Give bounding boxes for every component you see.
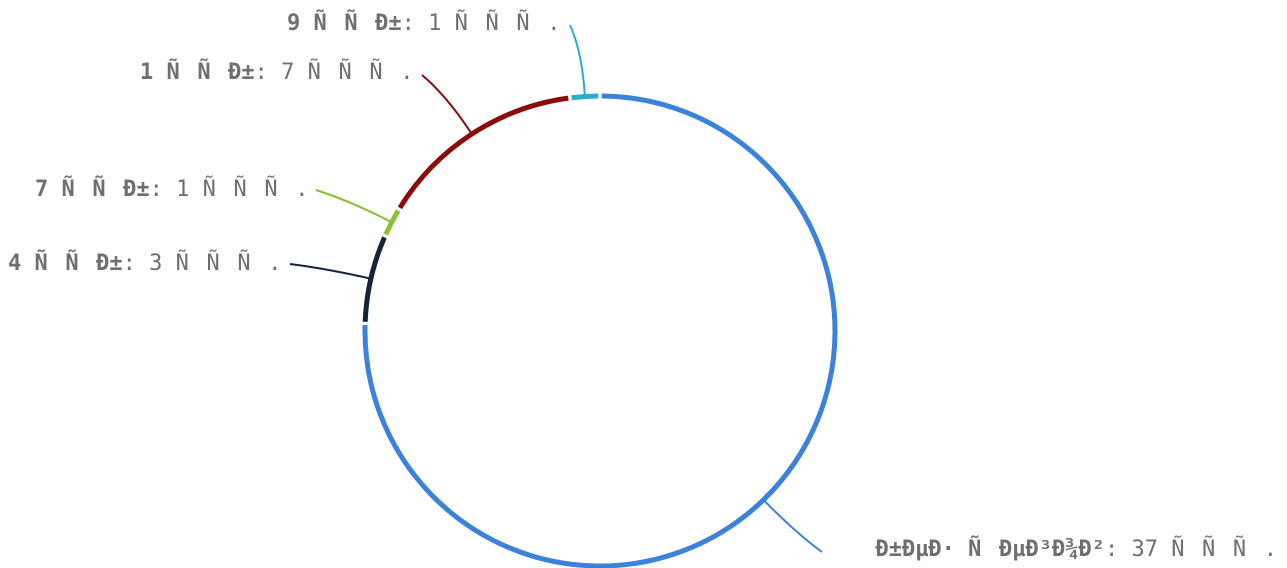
slice-label-value: : 37 ÑÑÑ. [1105, 535, 1277, 562]
slice-label-category: Ð±ÐµÐ· ÑÐµÐ³Ð¾Ð² [875, 536, 1105, 562]
slice-label-3: 1 ÑÑÐ±: 7 ÑÑÑ. [140, 58, 413, 85]
leader-line-0 [762, 499, 823, 553]
leader-line-4 [569, 24, 586, 97]
pie-slice-3 [397, 95, 569, 210]
leader-line-2 [315, 189, 393, 224]
slice-label-category: 4 ÑÑÐ± [8, 250, 123, 276]
slice-label-value: : 1 ÑÑÑ. [402, 9, 561, 36]
slice-label-category: 9 ÑÑÐ± [287, 10, 402, 36]
slice-labels: Ð±ÐµÐ· ÑÐµÐ³Ð¾Ð²: 37 ÑÑÑ.4 ÑÑÐ±: 3… [8, 9, 1277, 562]
slice-label-1: 4 ÑÑÐ±: 3 ÑÑÑ. [8, 249, 281, 276]
leader-lines [289, 24, 823, 553]
leader-line-3 [421, 74, 473, 135]
slice-label-value: : 3 ÑÑÑ. [123, 249, 282, 276]
slice-label-0: Ð±ÐµÐ· ÑÐµÐ³Ð¾Ð²: 37 ÑÑÑ. [875, 535, 1277, 562]
slice-label-value: : 1 ÑÑÑ. [150, 175, 309, 202]
slice-label-value: : 7 ÑÑÑ. [255, 58, 414, 85]
pie-slices [362, 93, 838, 568]
slice-label-4: 9 ÑÑÐ±: 1 ÑÑÑ. [287, 9, 560, 36]
slice-label-category: 7 ÑÑÐ± [35, 176, 150, 202]
slice-label-category: 1 ÑÑÐ± [140, 59, 255, 85]
pie-slice-1 [362, 236, 387, 322]
pie-slice-2 [383, 209, 401, 236]
slice-label-2: 7 ÑÑÐ±: 1 ÑÑÑ. [35, 175, 308, 202]
leader-line-1 [289, 263, 372, 280]
